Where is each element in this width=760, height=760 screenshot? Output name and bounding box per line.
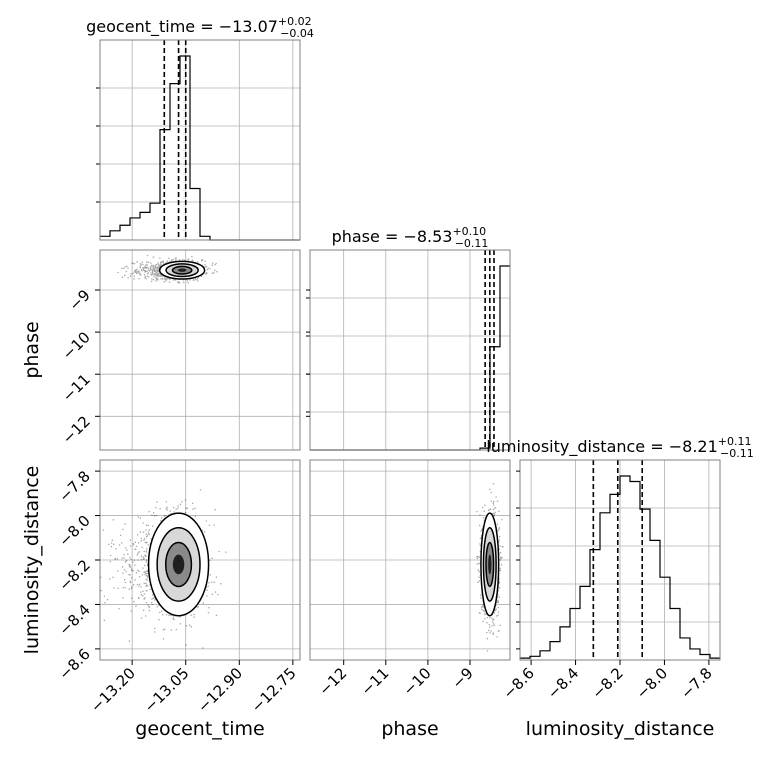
panel-title-geocent_time: geocent_time = −13.07+0.02 −0.04 (86, 15, 314, 40)
x-axis-label-phase: phase (381, 718, 438, 740)
panel-content (117, 254, 218, 284)
axes-frame (309, 249, 511, 451)
histogram-step (100, 55, 300, 241)
x-tick-label: −10 (400, 664, 435, 699)
scatter-panel-geocent_time-vs-phase (99, 249, 301, 451)
y-axis-luminosity_distance: −8.6 −8.4 −8.2 −8.0 −7.8 luminosity_distance (21, 466, 100, 683)
hist-panel-phase: phase = −8.53+0.10 −0.11 (306, 225, 511, 451)
axes-frame (99, 39, 301, 241)
panel-content (476, 483, 504, 652)
x-axis-label-luminosity_distance: luminosity_distance (526, 718, 715, 740)
x-tick-label: −8.4 (544, 664, 582, 702)
scatter-panel-phase-vs-luminosity_distance (309, 459, 511, 661)
y-tick-label: −12 (59, 412, 94, 447)
x-tick-label: −11 (358, 664, 393, 699)
x-tick-label: −8.6 (499, 664, 537, 702)
panel-content (100, 489, 227, 649)
x-tick-label: −12.75 (248, 664, 300, 716)
y-tick-label: −8.2 (55, 556, 93, 594)
y-axis-label-luminosity_distance: luminosity_distance (21, 466, 43, 655)
x-axis-luminosity_distance: −8.6 −8.4 −8.2 −8.0 −7.8 luminosity_distance (499, 660, 716, 740)
hist-panel-geocent_time: geocent_time = −13.07+0.02 −0.04 (86, 15, 314, 241)
y-tick-label: −7.8 (55, 467, 93, 505)
hist-panel-luminosity_distance: luminosity_distance = −8.21+0.11 −0.11 (486, 435, 754, 661)
y-tick-label: −9 (65, 286, 93, 314)
x-tick-label: −13.05 (141, 664, 193, 716)
histogram-step (310, 265, 510, 451)
x-tick-label: −12 (315, 664, 350, 699)
density-peak (172, 554, 185, 575)
histogram-step (520, 475, 720, 659)
density-peak (488, 554, 492, 575)
x-tick-label: −13.20 (87, 664, 139, 716)
x-tick-label: −12.90 (194, 664, 246, 716)
axes-frame (309, 459, 511, 661)
y-tick-label: −11 (59, 370, 94, 405)
panel-title-luminosity_distance: luminosity_distance = −8.21+0.11 −0.11 (486, 435, 753, 460)
y-tick-label: −8.0 (55, 512, 93, 550)
scatter-panel-geocent_time-vs-luminosity_distance (99, 459, 301, 661)
y-tick-label: −10 (59, 328, 94, 363)
panel-title-phase: phase = −8.53+0.10 −0.11 (332, 225, 489, 250)
y-axis-phase: −12 −11 −10 −9 phase (21, 286, 100, 448)
axes-frame (99, 249, 301, 451)
y-tick-label: −8.6 (55, 645, 93, 683)
x-tick-label: −7.8 (677, 664, 715, 702)
x-tick-label: −9 (448, 664, 476, 692)
y-axis-label-phase: phase (21, 321, 43, 378)
y-tick-label: −8.4 (55, 601, 93, 639)
density-peak (177, 268, 187, 272)
x-axis-phase: −12 −11 −10 −9 phase (315, 660, 477, 740)
x-axis-label-geocent_time: geocent_time (135, 718, 264, 740)
x-tick-label: −8.2 (588, 664, 626, 702)
x-tick-label: −8.0 (633, 664, 671, 702)
